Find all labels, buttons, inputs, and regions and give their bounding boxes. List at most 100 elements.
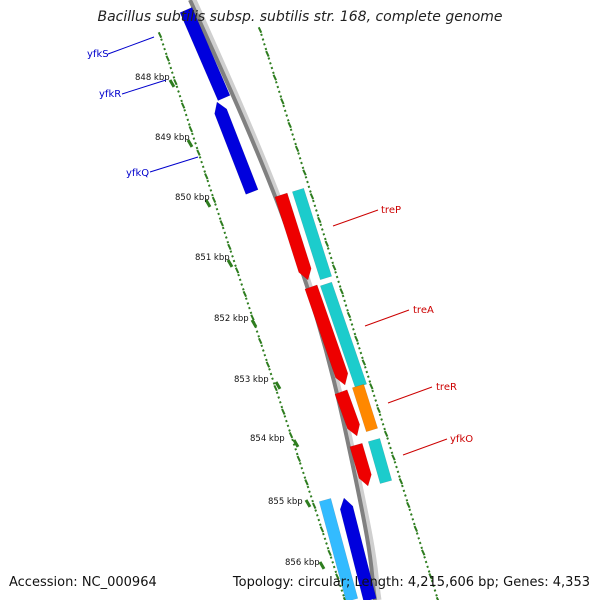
scale-label: 850 kbp (175, 193, 210, 203)
inner-track-tick (417, 536, 421, 540)
outer-track-tick (295, 452, 299, 456)
outer-track-tick (296, 455, 301, 462)
inner-track-tick (363, 365, 367, 369)
outer-track-tick (250, 314, 255, 321)
inner-track-tick (433, 589, 437, 592)
inner-track-tick (285, 114, 289, 117)
inner-track-tick (368, 380, 372, 383)
inner-track-tick (309, 190, 312, 193)
scale-label: 851 kbp (195, 253, 230, 263)
outer-track-tick (201, 165, 205, 169)
inner-track-tick (411, 517, 415, 521)
outer-track-tick (164, 52, 168, 56)
inner-track-tick (401, 484, 404, 488)
inner-track-tick (277, 90, 281, 94)
outer-track-tick (334, 570, 338, 574)
gene-yfkO-feature (349, 442, 372, 487)
inner-track-tick (372, 394, 376, 398)
outer-track-tick (218, 217, 222, 220)
inner-track-tick (375, 403, 379, 407)
outer-track-tick (240, 283, 244, 286)
inner-track-tick (361, 359, 366, 366)
inner-track-tick (418, 541, 422, 545)
inner-track-tick (276, 85, 280, 89)
outer-track-tick (172, 76, 176, 79)
outer-track-tick (309, 495, 313, 498)
inner-track-tick (374, 399, 378, 402)
inner-track-tick (376, 406, 381, 414)
inner-track-tick (420, 546, 424, 550)
inner-track-tick (324, 240, 329, 247)
outer-track-tick (246, 302, 250, 305)
gene-label-leader-line (402, 438, 448, 456)
gene-features (179, 7, 393, 602)
outer-track-tick (191, 132, 194, 136)
outer-track-tick (319, 526, 325, 533)
gene-label-yfkS: yfkS (87, 49, 109, 60)
inner-track-tick (358, 346, 361, 350)
outer-track-tick (200, 160, 203, 164)
outer-track-tick (271, 377, 274, 381)
outer-track-tick (234, 264, 237, 268)
inner-tick-track (257, 26, 441, 604)
inner-track-tick (356, 342, 360, 345)
inner-track-tick (391, 454, 396, 461)
inner-track-tick (317, 216, 322, 224)
inner-track-tick (304, 175, 308, 179)
inner-track-tick (339, 288, 344, 295)
outer-track-tick (188, 126, 193, 133)
cyan-feature-1 (291, 187, 333, 281)
scale-label: 848 kbp (135, 73, 170, 83)
outer-track-tick (178, 94, 182, 98)
outer-track-tick (163, 47, 166, 51)
cyan-feature-3 (367, 438, 393, 484)
gene-yfkS-feature (179, 7, 231, 101)
inner-track-tick (270, 66, 274, 70)
scale-label: 849 kbp (155, 133, 190, 143)
major-tick (274, 381, 282, 390)
outer-track-tick (318, 523, 322, 527)
inner-track-tick (353, 332, 357, 336)
inner-track-tick (264, 47, 268, 51)
gene-label-leader-line (364, 309, 410, 327)
outer-track-tick (257, 334, 261, 338)
outer-track-tick (175, 85, 179, 89)
major-tick (186, 139, 194, 148)
inner-track-tick (409, 513, 413, 516)
outer-track-tick (226, 240, 230, 244)
outer-track-tick (180, 102, 186, 109)
gene-label-leader-line (107, 36, 155, 55)
outer-track-tick (255, 330, 259, 333)
scale-labels: 848 kbp 849 kbp 850 kbp 851 kbp 852 kbp 853 k… (135, 73, 320, 568)
inner-track-tick (435, 593, 438, 597)
outer-track-tick (265, 361, 271, 368)
outer-track-tick (288, 432, 294, 439)
gene-labels: yfkS yfkR yfkQ treP treA treR yfkO (87, 36, 473, 456)
inner-track-tick (415, 532, 419, 535)
gene-label-treP: treP (381, 205, 401, 216)
outer-track-tick (248, 306, 251, 310)
inner-track-tick (332, 264, 337, 271)
gene-label-leader-line (387, 386, 433, 404)
outer-track-tick (261, 349, 265, 352)
outer-track-tick (244, 297, 248, 301)
outer-track-tick (161, 43, 165, 46)
outer-track-tick (196, 149, 201, 156)
gene-treR-feature (334, 389, 360, 437)
gene-treP-feature (274, 192, 312, 281)
inner-track-tick (291, 133, 294, 136)
inner-track-tick (359, 351, 363, 355)
outer-track-tick (340, 589, 344, 592)
inner-track-tick (350, 323, 354, 326)
gene-label-treA: treA (413, 305, 434, 316)
gene-label-treR: treR (436, 382, 457, 393)
outer-track-tick (311, 499, 314, 503)
outer-track-tick (209, 189, 213, 192)
outer-track-tick (231, 254, 234, 258)
major-tick (204, 199, 212, 208)
inner-track-tick (334, 270, 337, 274)
inner-track-tick (307, 185, 311, 189)
inner-track-tick (406, 501, 411, 509)
outer-track-tick (184, 113, 188, 117)
outer-track-tick (258, 337, 263, 345)
